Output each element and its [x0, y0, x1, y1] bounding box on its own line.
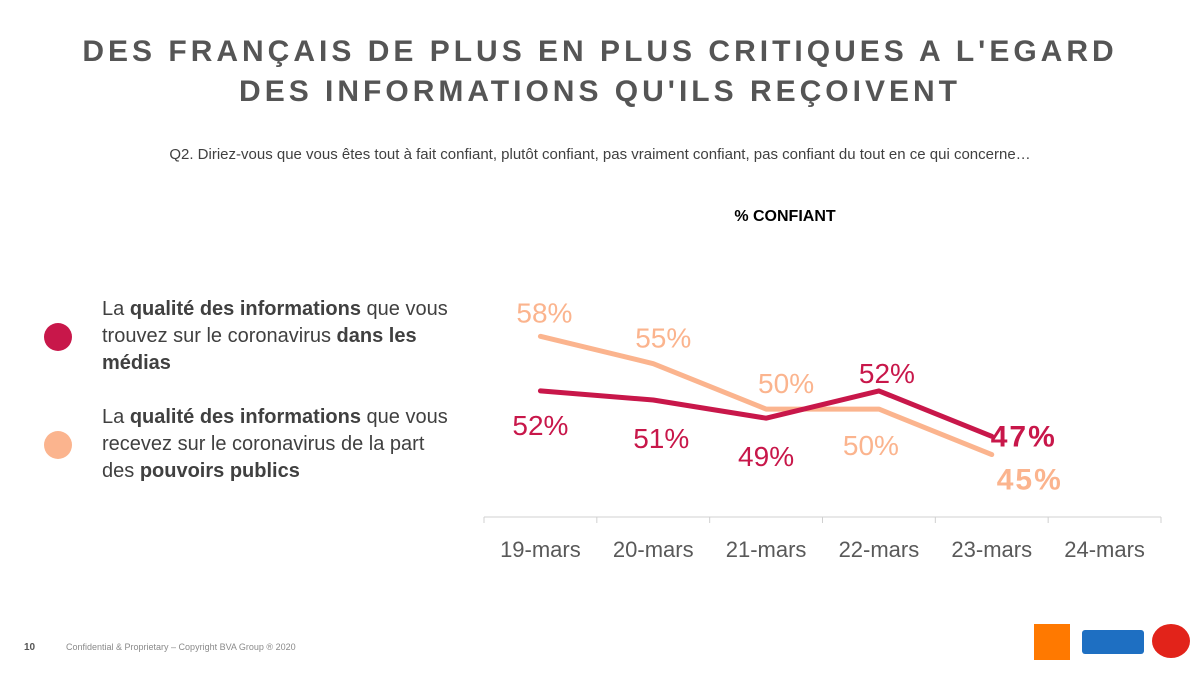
x-tick-label: 19-mars [500, 537, 581, 562]
data-label: 45% [997, 464, 1063, 497]
legend-dot-media [44, 323, 72, 351]
x-tick-label: 22-mars [839, 537, 920, 562]
legend-text-part: qualité des informations [129, 298, 361, 320]
legend-text-media: La qualité des informations que vous tro… [102, 296, 462, 377]
data-label: 49% [738, 441, 794, 472]
data-label: 51% [633, 423, 689, 454]
data-label: 52% [859, 358, 915, 389]
x-tick-label: 23-mars [951, 537, 1032, 562]
slide-title: DES FRANÇAIS DE PLUS EN PLUS CRITIQUES A… [40, 32, 1160, 112]
legend-text-part: dans les médias [102, 325, 417, 374]
bva-logo-badge [1152, 624, 1190, 658]
legend-text-part: que vous recevez sur le coronavirus de l… [102, 406, 448, 482]
y-axis-title: % CONFIANT [734, 208, 836, 225]
data-label: 47% [991, 420, 1057, 453]
bva-logo [1152, 624, 1190, 658]
x-tick-label: 24-mars [1064, 537, 1145, 562]
legend-item-public: La qualité des informations que vous rec… [44, 404, 464, 494]
legend-dot-public [44, 431, 72, 459]
legend-text-public: La qualité des informations que vous rec… [102, 404, 462, 485]
page-number: 10 [24, 642, 36, 653]
data-label: 50% [758, 368, 814, 399]
legend-text-part: que vous trouvez sur le coronavirus [102, 298, 448, 347]
data-label: 52% [512, 410, 568, 441]
legend-text-part: La [102, 406, 130, 428]
x-tick-label: 21-mars [726, 537, 807, 562]
legend-text-part: qualité des informations [129, 406, 361, 428]
copyright-notice: Confidential & Proprietary – Copyright B… [66, 642, 296, 652]
series-line-0 [537, 388, 995, 439]
europe1-logo-box [1082, 630, 1144, 654]
slide-title-line-1: DES FRANÇAIS DE PLUS EN PLUS CRITIQUES A… [82, 35, 1118, 68]
x-tick-label: 20-mars [613, 537, 694, 562]
orange-logo [1034, 624, 1070, 660]
data-label: 55% [635, 323, 691, 354]
legend-item-media: La qualité des informations que vous tro… [44, 296, 464, 386]
slide-title-line-2: DES INFORMATIONS QU'ILS REÇOIVENT [239, 75, 961, 108]
survey-question: Q2. Diriez-vous que vous êtes tout à fai… [169, 146, 1031, 163]
series-line-1 [537, 333, 995, 458]
legend-text-part: pouvoirs publics [139, 460, 300, 482]
legend-text-part: La [102, 298, 130, 320]
data-label: 50% [843, 430, 899, 461]
orange-logo-square [1034, 624, 1070, 660]
data-label: 58% [516, 297, 572, 328]
europe1-logo [1082, 630, 1144, 654]
